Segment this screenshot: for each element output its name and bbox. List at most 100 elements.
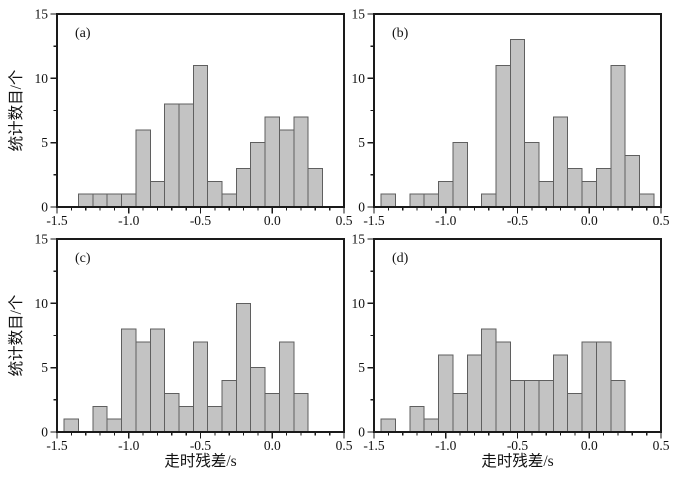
- histogram-bar: [121, 328, 137, 433]
- histogram-bars: [78, 64, 323, 208]
- histogram-bar: [250, 367, 266, 433]
- histogram-bar: [293, 392, 309, 433]
- y-tick-label: 15: [35, 7, 49, 22]
- histogram-bar: [409, 405, 425, 433]
- histogram-bar: [92, 405, 108, 433]
- y-tick-label: 10: [35, 296, 49, 311]
- histogram-bar: [638, 193, 655, 208]
- plot-box: [373, 238, 662, 433]
- x-tick-label: -0.5: [507, 438, 529, 453]
- histogram-bar: [264, 392, 280, 433]
- histogram-bar: [567, 167, 583, 208]
- y-tick-label: 5: [41, 360, 48, 375]
- histogram-bar: [524, 380, 540, 433]
- histogram-bar: [452, 392, 468, 433]
- histogram-bar: [106, 193, 123, 208]
- x-tick-label: -1.0: [118, 438, 140, 453]
- x-axis-title: 走时残差/s: [164, 452, 236, 470]
- axis-ticks: [367, 238, 662, 439]
- y-tick-label: 0: [41, 200, 48, 215]
- plot-box: [56, 13, 345, 208]
- x-tick-label: 0.0: [581, 213, 598, 228]
- y-tick-label: 5: [41, 135, 48, 150]
- histogram-bar: [495, 341, 511, 433]
- histogram-bar: [509, 380, 526, 433]
- histogram-bar: [538, 180, 554, 208]
- histogram-bar: [63, 418, 80, 433]
- histogram-bar: [121, 193, 137, 208]
- histogram-bar: [293, 116, 309, 208]
- histogram-bar: [278, 129, 295, 208]
- plot-box: [56, 238, 345, 433]
- x-tick-label: 0.0: [264, 438, 281, 453]
- histogram-bar: [106, 418, 123, 433]
- y-tick-label: 10: [35, 71, 49, 86]
- x-tick-label: 0.0: [581, 438, 598, 453]
- histogram-bar: [624, 155, 640, 208]
- histogram-bar: [423, 418, 440, 433]
- histogram-bar: [380, 418, 397, 433]
- histogram-bar: [552, 116, 569, 208]
- histogram-bar: [149, 328, 166, 433]
- y-axis-title: 统计数目/个: [7, 69, 25, 151]
- histogram-bar: [552, 354, 569, 433]
- histogram-bar: [264, 116, 280, 208]
- histogram-bar: [235, 167, 252, 208]
- y-tick-label: 10: [352, 71, 366, 86]
- histogram-bar: [221, 193, 237, 208]
- histogram-bar: [438, 180, 454, 208]
- x-tick-label: -0.5: [190, 438, 212, 453]
- histogram-bar: [164, 103, 180, 208]
- histogram-bar: [524, 142, 540, 208]
- y-axis-title: 统计数目/个: [7, 294, 25, 376]
- histogram-bar: [178, 103, 194, 208]
- histogram-bar: [235, 302, 252, 433]
- histogram-bar: [509, 39, 526, 208]
- x-tick-label: -1.0: [118, 213, 140, 228]
- histogram-bar: [481, 193, 497, 208]
- y-tick-label: 10: [352, 296, 366, 311]
- histogram-bar: [192, 341, 209, 433]
- plot-box: [373, 13, 662, 208]
- histogram-bar: [135, 129, 151, 208]
- x-tick-label: -1.0: [435, 213, 457, 228]
- histogram-bar: [192, 64, 209, 208]
- panel-a: -1.5 -1.0 -0.5 0.0 0.5 0 5 10 15 (a) 统计数目/个: [7, 7, 353, 229]
- x-tick-label: 0.0: [264, 213, 281, 228]
- x-axis-title: 走时残差/s: [481, 452, 553, 470]
- panel-label: (a): [75, 26, 91, 41]
- histogram-bar: [164, 392, 180, 433]
- histogram-bars: [380, 39, 655, 208]
- histogram-bar: [221, 380, 237, 433]
- histogram-bar: [452, 142, 468, 208]
- histogram-bar: [610, 380, 626, 433]
- histogram-bars: [63, 302, 309, 433]
- x-tick-label: -1.5: [363, 213, 385, 228]
- y-tick-label: 0: [358, 200, 365, 215]
- histogram-bar: [380, 193, 397, 208]
- x-tick-label: -1.5: [46, 438, 68, 453]
- histogram-bar: [207, 180, 223, 208]
- panel-d: -1.5 -1.0 -0.5 0.0 0.5 0 5 10 15 (d) 走时残差/s: [352, 232, 670, 471]
- y-tick-label: 5: [358, 135, 365, 150]
- histogram-bar: [581, 341, 597, 433]
- y-tick-label: 15: [352, 232, 366, 247]
- histogram-bar: [438, 354, 454, 433]
- histogram-bar: [307, 167, 323, 208]
- panel-label: (b): [392, 26, 409, 41]
- histogram-bar: [250, 142, 266, 208]
- y-tick-label: 15: [35, 232, 49, 247]
- x-tick-label: -1.5: [363, 438, 385, 453]
- histogram-bars: [380, 328, 626, 433]
- histogram-bar: [207, 405, 223, 433]
- y-tick-label: 5: [358, 360, 365, 375]
- y-tick-label: 0: [41, 425, 48, 440]
- x-tick-label: 0.5: [653, 438, 670, 453]
- histogram-bar: [135, 341, 151, 433]
- histogram-bar: [278, 341, 295, 433]
- histogram-bar: [610, 64, 626, 208]
- histogram-bar: [481, 328, 497, 433]
- x-tick-label: -1.5: [46, 213, 68, 228]
